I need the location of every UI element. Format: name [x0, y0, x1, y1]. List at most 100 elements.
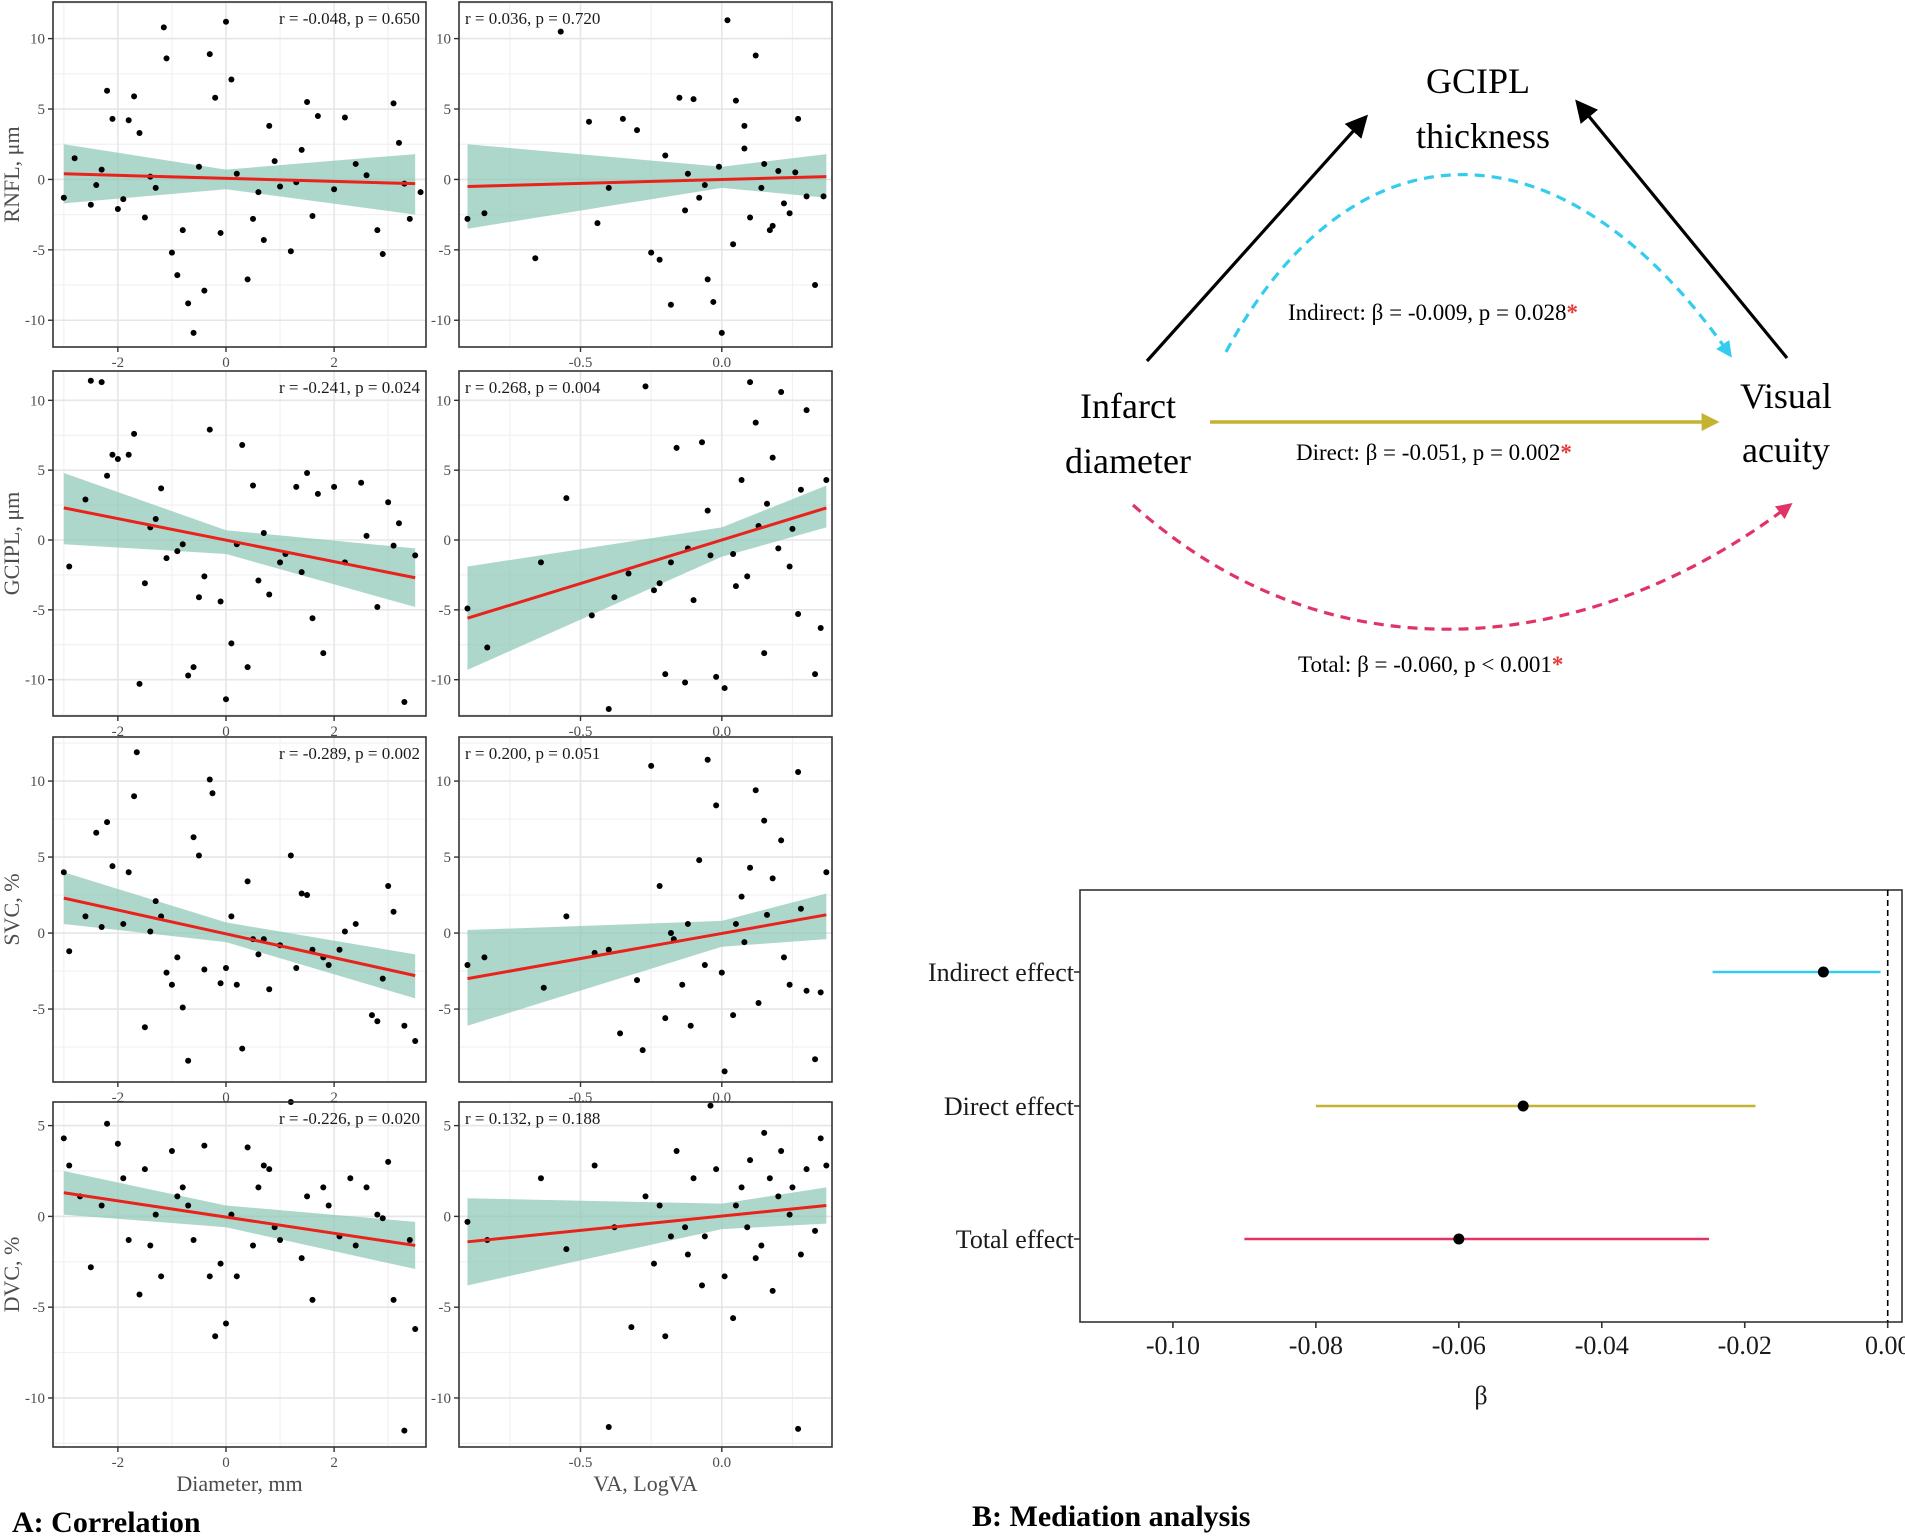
data-point — [190, 664, 197, 671]
x-tick-label: -0.04 — [1575, 1331, 1629, 1360]
y-tick-label: 5 — [38, 850, 46, 866]
data-point — [174, 1193, 181, 1200]
data-point — [713, 1166, 720, 1173]
data-point — [820, 193, 827, 200]
data-point — [747, 214, 754, 221]
data-point — [120, 920, 127, 927]
data-point — [309, 213, 316, 220]
data-point — [131, 793, 138, 800]
data-point — [222, 965, 229, 972]
data-point — [537, 559, 544, 566]
node-visual-line2: acuity — [1742, 430, 1830, 470]
y-tick-label: 5 — [444, 102, 452, 118]
correlation-annotation: r = 0.036, p = 0.720 — [465, 9, 600, 28]
data-point — [206, 1273, 213, 1280]
arrow-infarct-to-gcipl — [1145, 114, 1368, 363]
data-point — [667, 301, 674, 308]
confidence-band — [467, 485, 827, 670]
data-point — [812, 671, 819, 678]
data-point — [464, 1218, 471, 1225]
data-point — [390, 1296, 397, 1303]
data-point — [803, 987, 810, 994]
data-point — [363, 172, 370, 179]
x-tick-label: -0.06 — [1432, 1331, 1486, 1360]
data-point — [764, 500, 771, 507]
data-point — [277, 183, 284, 190]
data-point — [797, 486, 804, 493]
data-point — [701, 182, 708, 189]
forest-row-label: Direct effect — [944, 1092, 1075, 1121]
data-point — [212, 1333, 219, 1340]
data-point — [662, 152, 669, 159]
data-point — [131, 430, 138, 437]
data-point — [755, 999, 762, 1006]
data-point — [336, 946, 343, 953]
data-point — [417, 189, 424, 196]
data-point — [136, 680, 143, 687]
data-point — [136, 129, 143, 136]
data-point — [704, 276, 711, 283]
data-point — [374, 604, 381, 611]
data-point — [775, 1193, 782, 1200]
data-point — [741, 122, 748, 129]
data-point — [789, 525, 796, 532]
data-point — [676, 94, 683, 101]
data-point — [352, 920, 359, 927]
data-point — [724, 17, 731, 24]
data-point — [320, 650, 327, 657]
data-point — [690, 96, 697, 103]
correlation-annotation: r = -0.289, p = 0.002 — [279, 744, 420, 763]
data-point — [158, 1273, 165, 1280]
data-point — [823, 1162, 830, 1169]
data-point — [179, 1184, 186, 1191]
plot-border — [458, 370, 833, 717]
data-point — [699, 439, 706, 446]
data-point — [744, 1224, 751, 1231]
data-point — [87, 377, 94, 384]
x-tick-label: 0 — [222, 355, 230, 371]
data-point — [704, 507, 711, 514]
data-point — [747, 1157, 754, 1164]
data-point — [93, 829, 100, 836]
data-point — [464, 215, 471, 222]
data-point — [481, 210, 488, 217]
data-point — [730, 1012, 737, 1019]
y-tick-label: -5 — [33, 1002, 46, 1018]
y-tick-label: 0 — [444, 1209, 452, 1225]
data-point — [650, 1260, 657, 1267]
data-point — [761, 817, 768, 824]
data-point — [684, 170, 691, 177]
x-tick-label: -2 — [112, 724, 125, 740]
data-point — [66, 563, 73, 570]
data-point — [412, 1037, 419, 1044]
data-point — [786, 210, 793, 217]
data-point — [795, 115, 802, 122]
x-tick-label: -0.02 — [1718, 1331, 1772, 1360]
y-tick-label: 10 — [436, 393, 451, 409]
data-point — [786, 981, 793, 988]
y-tick-label: -10 — [431, 1391, 451, 1407]
data-point — [250, 215, 257, 222]
data-point — [352, 1242, 359, 1249]
data-point — [761, 1129, 768, 1136]
data-point — [769, 222, 776, 229]
data-point — [233, 1273, 240, 1280]
data-point — [786, 563, 793, 570]
data-point — [104, 819, 111, 826]
data-point — [266, 986, 273, 993]
correlation-annotation: r = 0.200, p = 0.051 — [465, 744, 600, 763]
data-point — [605, 184, 612, 191]
data-point — [277, 1237, 284, 1243]
plot-background — [53, 1102, 426, 1447]
data-point — [803, 193, 810, 200]
data-point — [682, 679, 689, 686]
x-axis-label: β — [1474, 1381, 1487, 1410]
data-point — [125, 451, 132, 458]
node-infarct-line2: diameter — [1065, 441, 1191, 481]
data-point — [752, 419, 759, 426]
data-point — [358, 479, 365, 486]
data-point — [125, 869, 132, 876]
data-point — [752, 787, 759, 794]
data-point — [141, 1166, 148, 1173]
data-point — [379, 251, 386, 258]
